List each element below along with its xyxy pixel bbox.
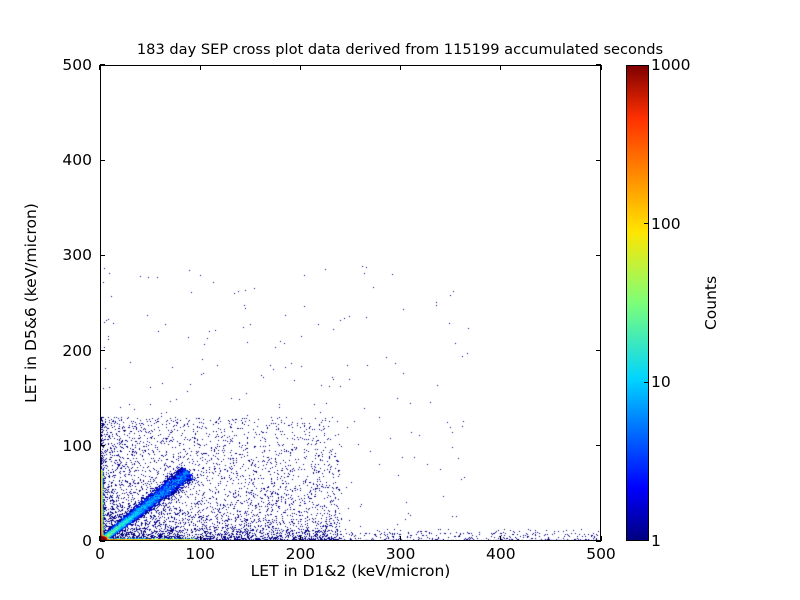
x-axis-label: LET in D1&2 (keV/micron) <box>250 562 451 580</box>
x-axis-tick-label: 200 <box>285 545 316 563</box>
x-axis-tick <box>400 536 402 541</box>
y-axis-tick-label: 200 <box>62 341 92 360</box>
y-axis-tick-label: 100 <box>62 436 92 455</box>
y-axis-tick <box>100 254 105 256</box>
x-axis-tick-label: 500 <box>586 545 616 563</box>
x-axis-tick <box>299 536 301 541</box>
colorbar-tick-label: 1 <box>651 532 661 550</box>
y-axis-label: LET in D5&6 (keV/micron) <box>22 203 40 403</box>
x-axis-tick-top <box>199 65 201 70</box>
colorbar-label: Counts <box>702 275 720 331</box>
y-axis-tick-right <box>596 64 601 66</box>
x-axis-tick <box>500 536 502 541</box>
y-axis-tick-label: 0 <box>82 532 92 550</box>
scatter-data-layer <box>101 66 600 540</box>
colorbar-tick <box>644 381 649 383</box>
x-axis-tick-top <box>500 65 502 70</box>
x-axis-tick-top <box>600 65 602 70</box>
x-axis-tick <box>199 536 201 541</box>
colorbar-tick-label: 1000 <box>651 56 691 74</box>
x-axis-tick-label: 100 <box>185 545 215 563</box>
colorbar-tick <box>644 223 649 225</box>
x-axis-tick-label: 400 <box>486 545 516 563</box>
y-axis-tick-label: 400 <box>62 151 92 170</box>
x-axis-tick-label: 300 <box>385 545 416 563</box>
plot-axes <box>100 65 601 541</box>
y-axis-label-container: LET in D5&6 (keV/micron) <box>20 65 42 541</box>
x-axis-tick <box>600 536 602 541</box>
colorbar-label-container: Counts <box>700 65 722 541</box>
y-axis-tick-label: 300 <box>62 246 92 265</box>
y-axis-tick <box>100 540 105 542</box>
y-axis-tick <box>100 159 105 161</box>
y-axis-tick-right <box>596 445 601 447</box>
x-axis-tick-label: 0 <box>95 545 105 563</box>
colorbar-gradient <box>627 66 648 540</box>
y-axis-tick-right <box>596 254 601 256</box>
y-axis-tick-right <box>596 350 601 352</box>
y-axis-tick-label: 500 <box>62 56 92 74</box>
y-axis-tick <box>100 445 105 447</box>
y-axis-tick-right <box>596 540 601 542</box>
plot-title-line-1: 183 day SEP cross plot data derived from… <box>136 41 664 58</box>
x-axis-tick-top <box>99 65 101 70</box>
colorbar-tick-label: 100 <box>651 214 681 233</box>
y-axis-tick-right <box>596 159 601 161</box>
y-axis-tick <box>100 350 105 352</box>
x-axis-tick <box>99 536 101 541</box>
y-axis-tick <box>100 64 105 66</box>
x-axis-tick-top <box>400 65 402 70</box>
x-axis-tick-top <box>299 65 301 70</box>
colorbar-tick-label: 10 <box>651 373 671 392</box>
colorbar <box>626 65 649 541</box>
